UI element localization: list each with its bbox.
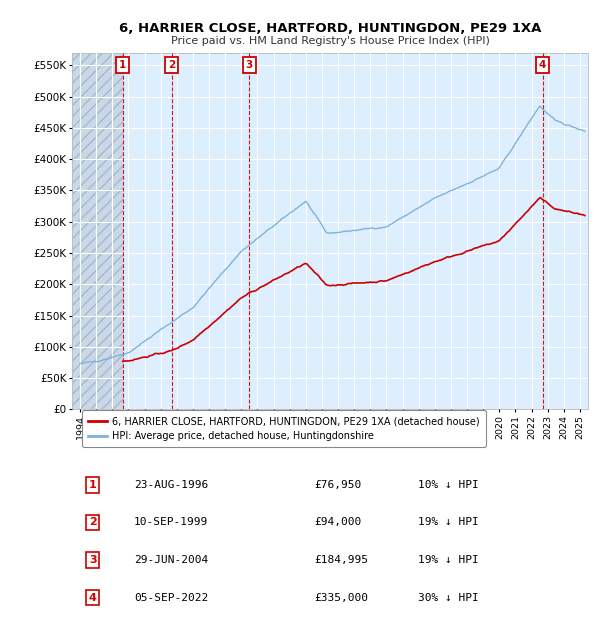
Text: 19% ↓ HPI: 19% ↓ HPI — [418, 517, 478, 528]
Text: 10-SEP-1999: 10-SEP-1999 — [134, 517, 208, 528]
Legend: 6, HARRIER CLOSE, HARTFORD, HUNTINGDON, PE29 1XA (detached house), HPI: Average : 6, HARRIER CLOSE, HARTFORD, HUNTINGDON, … — [82, 410, 485, 447]
Text: 4: 4 — [539, 60, 546, 70]
Text: 23-AUG-1996: 23-AUG-1996 — [134, 480, 208, 490]
Text: 3: 3 — [245, 60, 253, 70]
Bar — [72, 53, 122, 409]
Text: 4: 4 — [89, 593, 97, 603]
Text: £335,000: £335,000 — [314, 593, 368, 603]
Text: 05-SEP-2022: 05-SEP-2022 — [134, 593, 208, 603]
Text: 2: 2 — [168, 60, 175, 70]
Text: 29-JUN-2004: 29-JUN-2004 — [134, 555, 208, 565]
Text: 10% ↓ HPI: 10% ↓ HPI — [418, 480, 478, 490]
Text: £184,995: £184,995 — [314, 555, 368, 565]
Text: 1: 1 — [89, 480, 97, 490]
Text: 2: 2 — [89, 517, 97, 528]
Text: Price paid vs. HM Land Registry's House Price Index (HPI): Price paid vs. HM Land Registry's House … — [170, 36, 490, 46]
Text: 6, HARRIER CLOSE, HARTFORD, HUNTINGDON, PE29 1XA: 6, HARRIER CLOSE, HARTFORD, HUNTINGDON, … — [119, 22, 541, 35]
Text: 3: 3 — [89, 555, 97, 565]
Text: 19% ↓ HPI: 19% ↓ HPI — [418, 555, 478, 565]
Text: £94,000: £94,000 — [314, 517, 362, 528]
Text: £76,950: £76,950 — [314, 480, 362, 490]
Text: 1: 1 — [119, 60, 126, 70]
Text: 30% ↓ HPI: 30% ↓ HPI — [418, 593, 478, 603]
